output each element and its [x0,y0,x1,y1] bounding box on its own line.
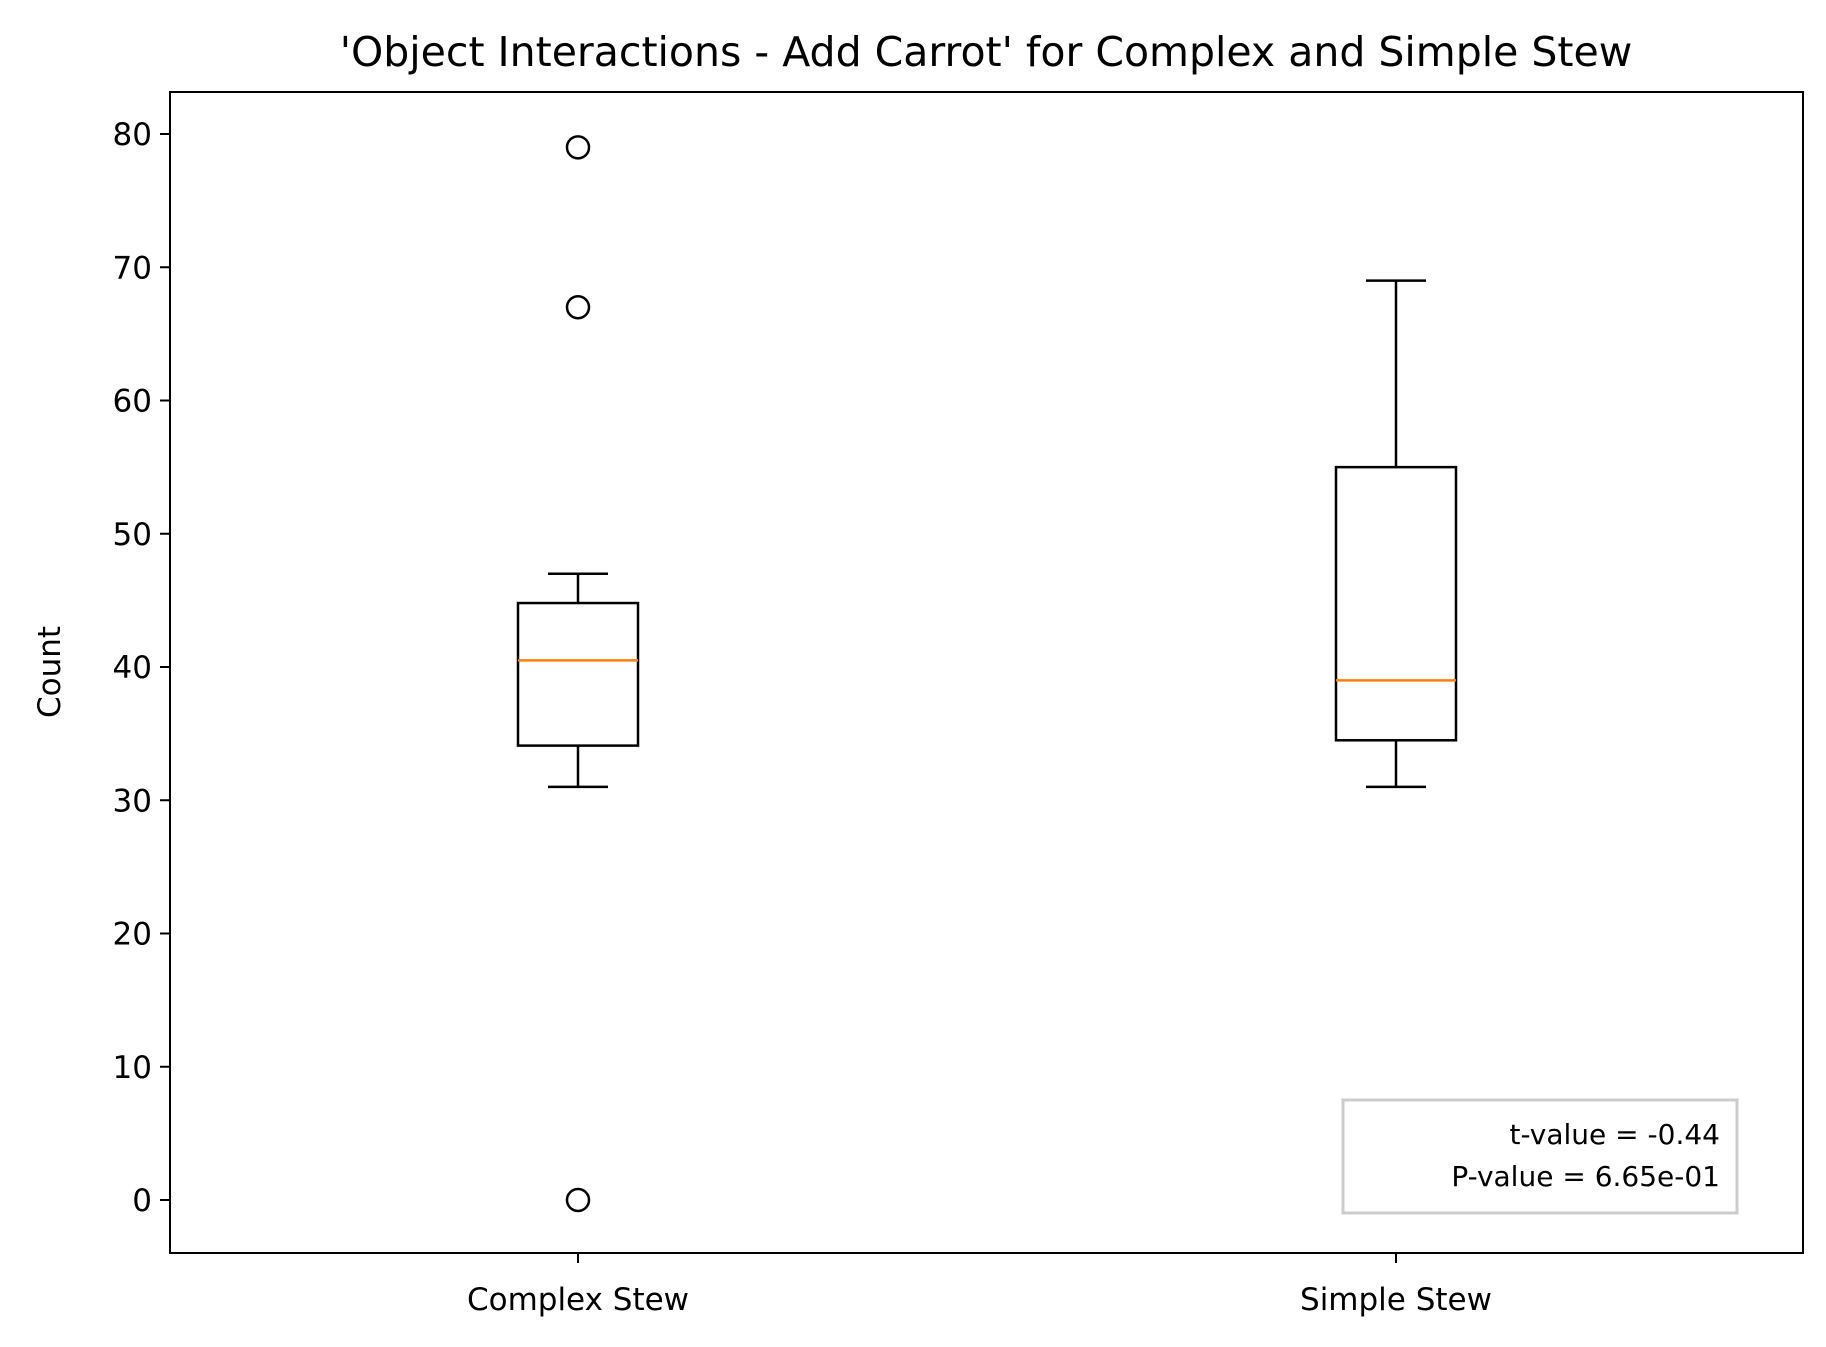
box-group [516,135,640,1213]
p-value-text: P-value = 6.65e-01 [1451,1160,1720,1193]
outlier-point [565,135,591,160]
x-tick-label: Complex Stew [467,1282,689,1318]
x-tick-label: Simple Stew [1300,1282,1492,1318]
stats-annotation: t-value = -0.44 P-value = 6.65e-01 [1341,1098,1739,1215]
chart-title: 'Object Interactions - Add Carrot' for C… [340,28,1633,76]
plot-area [169,91,1804,1254]
y-tick-label: 60 [113,384,152,420]
box-group [1334,279,1458,789]
t-value-text: t-value = -0.44 [1509,1118,1720,1151]
x-axis: Complex Stew Simple Stew [467,1253,1492,1318]
y-tick-label: 40 [113,650,152,686]
stats-annotation-box [1341,1098,1739,1215]
y-tick-label: 80 [113,117,152,153]
y-tick-label: 10 [113,1050,152,1086]
y-axis-label: Count [32,626,68,718]
y-tick-label: 70 [113,250,152,286]
y-tick-label: 30 [113,783,152,819]
y-tick-label: 0 [132,1183,152,1219]
y-tick-label: 50 [113,517,152,553]
outlier-point [565,294,591,320]
y-axis: 0 10 20 30 40 50 60 70 80 [113,117,170,1219]
box-iqr [1334,465,1458,742]
box-iqr [516,601,640,747]
outlier-point [565,1187,591,1213]
boxes [516,135,1458,1213]
y-tick-label: 20 [113,917,152,953]
